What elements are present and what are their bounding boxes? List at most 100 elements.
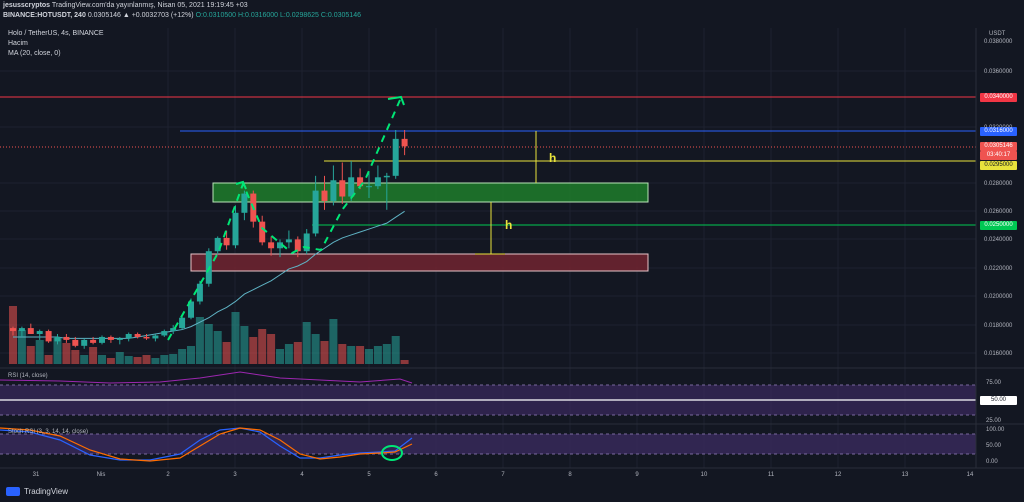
green-price-tag: 0.0250000 bbox=[980, 221, 1017, 230]
price-tick: 0.0200000 bbox=[984, 294, 1013, 300]
legend-title[interactable]: Holo / TetherUS, 4s, BINANCE bbox=[8, 30, 104, 37]
time-tick: 3 bbox=[233, 472, 237, 478]
candle-body bbox=[161, 331, 168, 336]
green-zone[interactable] bbox=[212, 182, 649, 203]
price-axis-unit: USDT bbox=[989, 31, 1006, 37]
volume-bar bbox=[35, 340, 44, 364]
stoch-tick: 50.00 bbox=[986, 443, 1002, 449]
candle-body bbox=[401, 138, 408, 147]
stoch-pane-label: Stoch RSI (3, 3, 14, 14, close) bbox=[8, 429, 88, 435]
candle-body bbox=[10, 328, 16, 332]
candle-body bbox=[285, 239, 292, 243]
measure-b[interactable] bbox=[475, 202, 505, 255]
time-tick: 2 bbox=[166, 472, 170, 478]
candle-body bbox=[134, 334, 141, 337]
countdown-tag: 03:40:17 bbox=[980, 151, 1017, 160]
time-tick: 13 bbox=[902, 472, 909, 478]
tradingview-logo-icon bbox=[6, 487, 20, 496]
last-price-tag: 0.0305146 bbox=[980, 142, 1017, 151]
measure-a-label: h bbox=[549, 151, 556, 165]
rsi-value-tag: 50.00 bbox=[980, 396, 1017, 405]
candle-body bbox=[125, 334, 132, 339]
candle-body bbox=[268, 242, 275, 249]
candle-body bbox=[223, 237, 230, 246]
volume-bar bbox=[240, 326, 249, 364]
candle-body bbox=[143, 336, 150, 339]
projection-path[interactable] bbox=[167, 99, 401, 341]
legend-ma[interactable]: MA (20, close, 0) bbox=[8, 50, 61, 57]
time-tick: 12 bbox=[835, 472, 842, 478]
candle-body bbox=[366, 186, 372, 188]
price-tick: 0.0180000 bbox=[984, 323, 1013, 329]
volume-bar bbox=[98, 355, 106, 364]
candle-body bbox=[63, 336, 70, 340]
arrowhead-icon bbox=[387, 95, 405, 106]
stoch-band bbox=[0, 434, 976, 454]
candle-body bbox=[312, 190, 319, 234]
candle-body bbox=[330, 180, 337, 201]
candle-body bbox=[179, 317, 186, 329]
rsi-tick: 75.00 bbox=[986, 380, 1002, 386]
resistance-price-tag: 0.0340000 bbox=[980, 93, 1017, 102]
price-change: 0.0305146 ▲ +0.0032703 (+12%) bbox=[87, 12, 194, 19]
time-tick: 8 bbox=[568, 472, 572, 478]
stoch-d-line bbox=[0, 427, 413, 462]
volume-bar bbox=[320, 341, 329, 364]
candle-body bbox=[188, 301, 194, 318]
symbol-line: BINANCE:HOTUSDT, 240 0.0305146 ▲ +0.0032… bbox=[3, 12, 361, 19]
candle-body bbox=[339, 180, 346, 197]
blue-price-tag: 0.0316000 bbox=[980, 127, 1017, 136]
candle-body bbox=[232, 212, 239, 246]
candle-body bbox=[90, 339, 97, 343]
symbol-name[interactable]: BINANCE:HOTUSDT, 240 bbox=[3, 12, 86, 19]
rsi-tick: 25.00 bbox=[986, 418, 1002, 424]
candle-body bbox=[170, 328, 177, 332]
volume-bar bbox=[160, 355, 169, 364]
time-tick: 10 bbox=[701, 472, 708, 478]
candle-body bbox=[116, 338, 123, 340]
candle-body bbox=[348, 177, 355, 197]
volume-bar bbox=[178, 349, 187, 364]
price-tick: 0.0260000 bbox=[984, 209, 1013, 215]
tradingview-logo[interactable]: TradingView bbox=[6, 487, 68, 496]
publisher-name[interactable]: jesusscryptos bbox=[3, 2, 51, 9]
candle-body bbox=[321, 190, 328, 201]
price-tick: 0.0360000 bbox=[984, 69, 1013, 75]
candle-body bbox=[214, 237, 221, 252]
volume-bar bbox=[115, 352, 124, 364]
time-tick: 5 bbox=[367, 472, 371, 478]
candle-body bbox=[45, 331, 52, 342]
legend-volume[interactable]: Hacim bbox=[8, 40, 28, 47]
candle-body bbox=[294, 239, 301, 252]
arrowhead-icon bbox=[235, 180, 247, 190]
ohlc-values: O:0.0310500 H:0.0316000 L:0.0298625 C:0.… bbox=[195, 12, 361, 19]
candle-body bbox=[99, 336, 105, 343]
volume-bar bbox=[267, 334, 276, 364]
time-tick: 11 bbox=[768, 472, 775, 478]
time-tick: 31 bbox=[33, 472, 40, 478]
volume-bar bbox=[26, 346, 35, 364]
volume-bar bbox=[258, 329, 267, 364]
time-tick: 14 bbox=[967, 472, 974, 478]
volume-bar bbox=[80, 355, 89, 364]
crossover-highlight[interactable] bbox=[381, 445, 403, 461]
brand-name: TradingView bbox=[24, 487, 69, 496]
time-tick: 6 bbox=[434, 472, 438, 478]
candle-body bbox=[18, 328, 25, 332]
volume-bar bbox=[89, 347, 98, 364]
candle-body bbox=[152, 335, 159, 339]
time-tick: 7 bbox=[501, 472, 505, 478]
candle-body bbox=[81, 339, 88, 346]
candle-body bbox=[392, 138, 399, 176]
volume-bar bbox=[293, 342, 302, 364]
volume-bar bbox=[249, 337, 258, 364]
volume-bar bbox=[71, 350, 80, 364]
volume-bar bbox=[151, 358, 160, 364]
price-tick: 0.0240000 bbox=[984, 237, 1013, 243]
red-zone[interactable] bbox=[190, 253, 649, 272]
volume-bar bbox=[382, 344, 391, 364]
volume-bar bbox=[195, 317, 204, 364]
volume-bar bbox=[365, 349, 373, 364]
candle-body bbox=[107, 336, 114, 340]
